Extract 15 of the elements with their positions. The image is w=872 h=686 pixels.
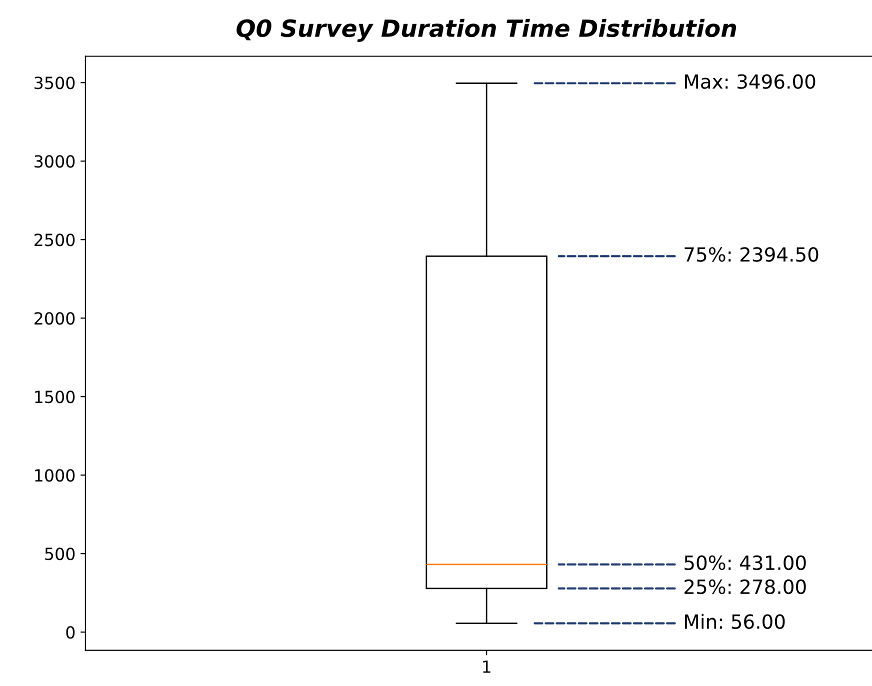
y-tick-label: 3500 (34, 76, 75, 90)
annotation: 25%: 278.00 (684, 579, 806, 594)
annotation: Max: 3496.00 (685, 74, 816, 89)
y-tick-label: 1500 (35, 390, 75, 404)
annotation: 50%: 431.00 (684, 555, 806, 570)
chart-title: Q0 Survey Duration Time Distribution (236, 18, 736, 42)
y-tick-label: 2500 (34, 234, 75, 246)
y-tick-label: 1000 (35, 469, 75, 482)
annotation: Min: 56.00 (685, 614, 785, 629)
y-tick-label: 2000 (34, 312, 75, 325)
x-tick-label: 1 (483, 660, 490, 673)
y-tick-label: 500 (45, 548, 75, 560)
y-tick-label: 0 (66, 626, 75, 639)
y-tick-label: 3000 (34, 155, 75, 168)
annotation: 75%: 2394.50 (684, 247, 818, 262)
